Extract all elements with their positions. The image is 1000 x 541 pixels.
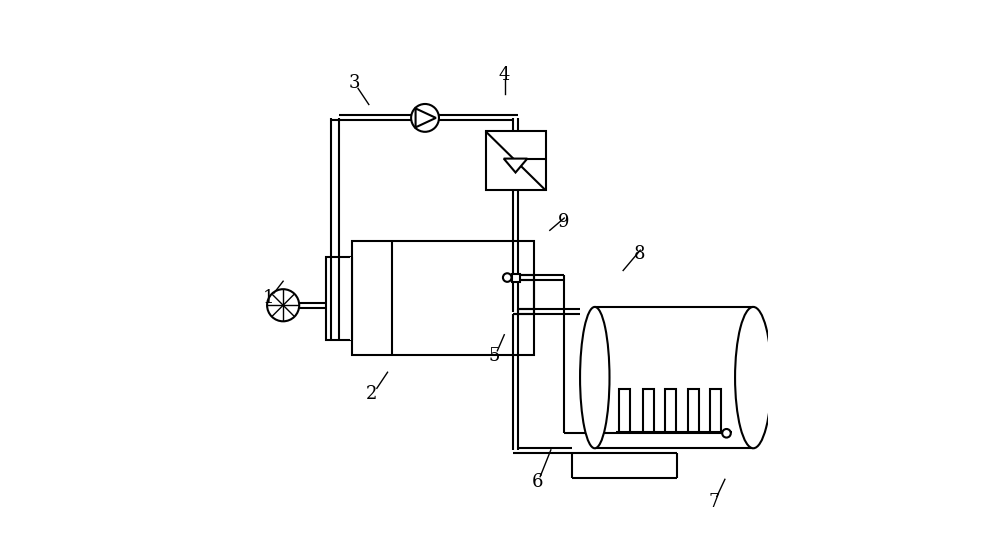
Polygon shape <box>504 159 527 173</box>
Text: 5: 5 <box>489 347 500 365</box>
Text: 3: 3 <box>349 74 360 92</box>
Circle shape <box>722 429 731 438</box>
Ellipse shape <box>735 307 771 448</box>
Bar <box>595 307 753 448</box>
Bar <box>352 241 534 355</box>
Text: 8: 8 <box>633 246 645 263</box>
Text: 4: 4 <box>499 66 510 84</box>
Text: 7: 7 <box>708 493 720 511</box>
Text: 9: 9 <box>557 213 569 232</box>
Circle shape <box>411 104 439 132</box>
Bar <box>486 131 546 190</box>
Bar <box>512 274 520 281</box>
Text: 6: 6 <box>532 473 543 491</box>
Circle shape <box>267 289 299 321</box>
Bar <box>665 390 676 432</box>
Text: 1: 1 <box>263 289 274 307</box>
Bar <box>710 390 721 432</box>
Bar <box>326 257 352 340</box>
Bar <box>643 390 654 432</box>
Circle shape <box>503 273 512 282</box>
Text: 2: 2 <box>366 385 377 403</box>
Bar <box>688 390 699 432</box>
Ellipse shape <box>580 307 609 448</box>
Bar <box>619 390 630 432</box>
Bar <box>350 257 353 340</box>
